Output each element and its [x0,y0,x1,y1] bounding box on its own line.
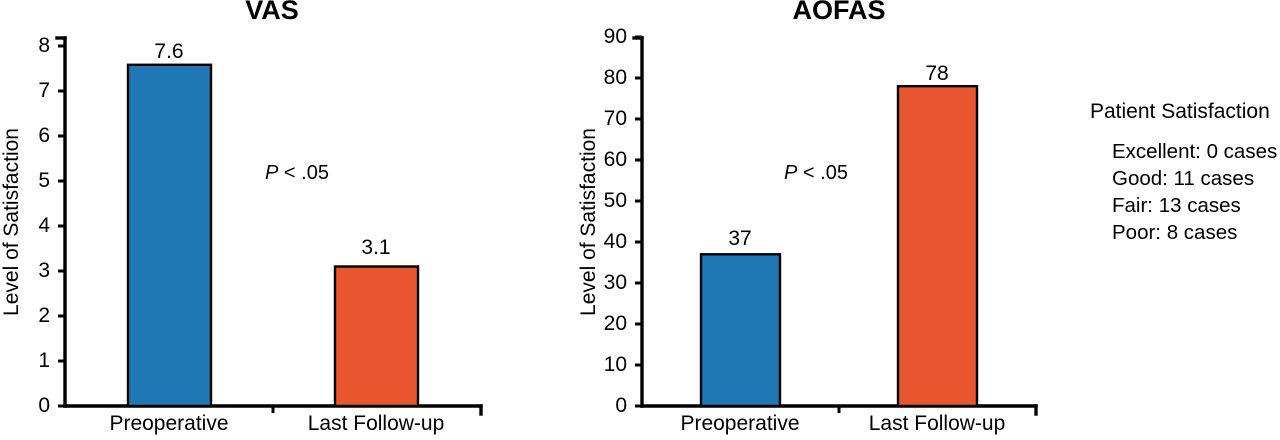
svg-text:50: 50 [604,189,627,212]
svg-text:80: 80 [604,66,627,89]
svg-text:7: 7 [38,79,50,102]
svg-text:5: 5 [38,169,50,192]
svg-text:Good: 11 cases: Good: 11 cases [1112,167,1254,190]
svg-text:90: 90 [604,25,627,48]
svg-text:20: 20 [604,312,627,335]
svg-text:10: 10 [604,353,627,376]
svg-text:78: 78 [925,62,948,85]
svg-text:2: 2 [38,304,50,327]
svg-text:0: 0 [38,394,50,417]
svg-text:4: 4 [38,214,50,237]
svg-text:40: 40 [604,230,627,253]
svg-text:Preoperative: Preoperative [109,412,228,435]
svg-text:37: 37 [728,227,751,250]
svg-text:1: 1 [38,349,50,372]
svg-text:P < .05: P < .05 [784,162,848,184]
svg-text:6: 6 [38,124,50,147]
svg-text:Level of Satisfaction: Level of Satisfaction [0,128,23,316]
svg-text:P < .05: P < .05 [265,162,329,184]
svg-text:70: 70 [604,107,627,130]
svg-text:Poor: 8 cases: Poor: 8 cases [1112,221,1237,244]
svg-text:3.1: 3.1 [361,236,390,259]
svg-text:60: 60 [604,148,627,171]
svg-text:0: 0 [615,394,627,417]
svg-text:Excellent: 0 cases: Excellent: 0 cases [1112,140,1277,163]
svg-text:AOFAS: AOFAS [792,0,885,25]
svg-text:3: 3 [38,259,50,282]
svg-text:30: 30 [604,271,627,294]
svg-text:Last Follow-up: Last Follow-up [869,412,1006,435]
svg-text:Patient Satisfaction: Patient Satisfaction [1090,100,1270,123]
svg-text:7.6: 7.6 [154,40,183,63]
svg-text:Last Follow-up: Last Follow-up [308,412,445,435]
svg-text:Level of Satisfaction: Level of Satisfaction [577,128,600,316]
svg-text:Preoperative: Preoperative [680,412,799,435]
svg-text:Fair: 13 cases: Fair: 13 cases [1112,194,1241,217]
svg-text:8: 8 [38,34,50,57]
svg-text:VAS: VAS [245,0,299,25]
